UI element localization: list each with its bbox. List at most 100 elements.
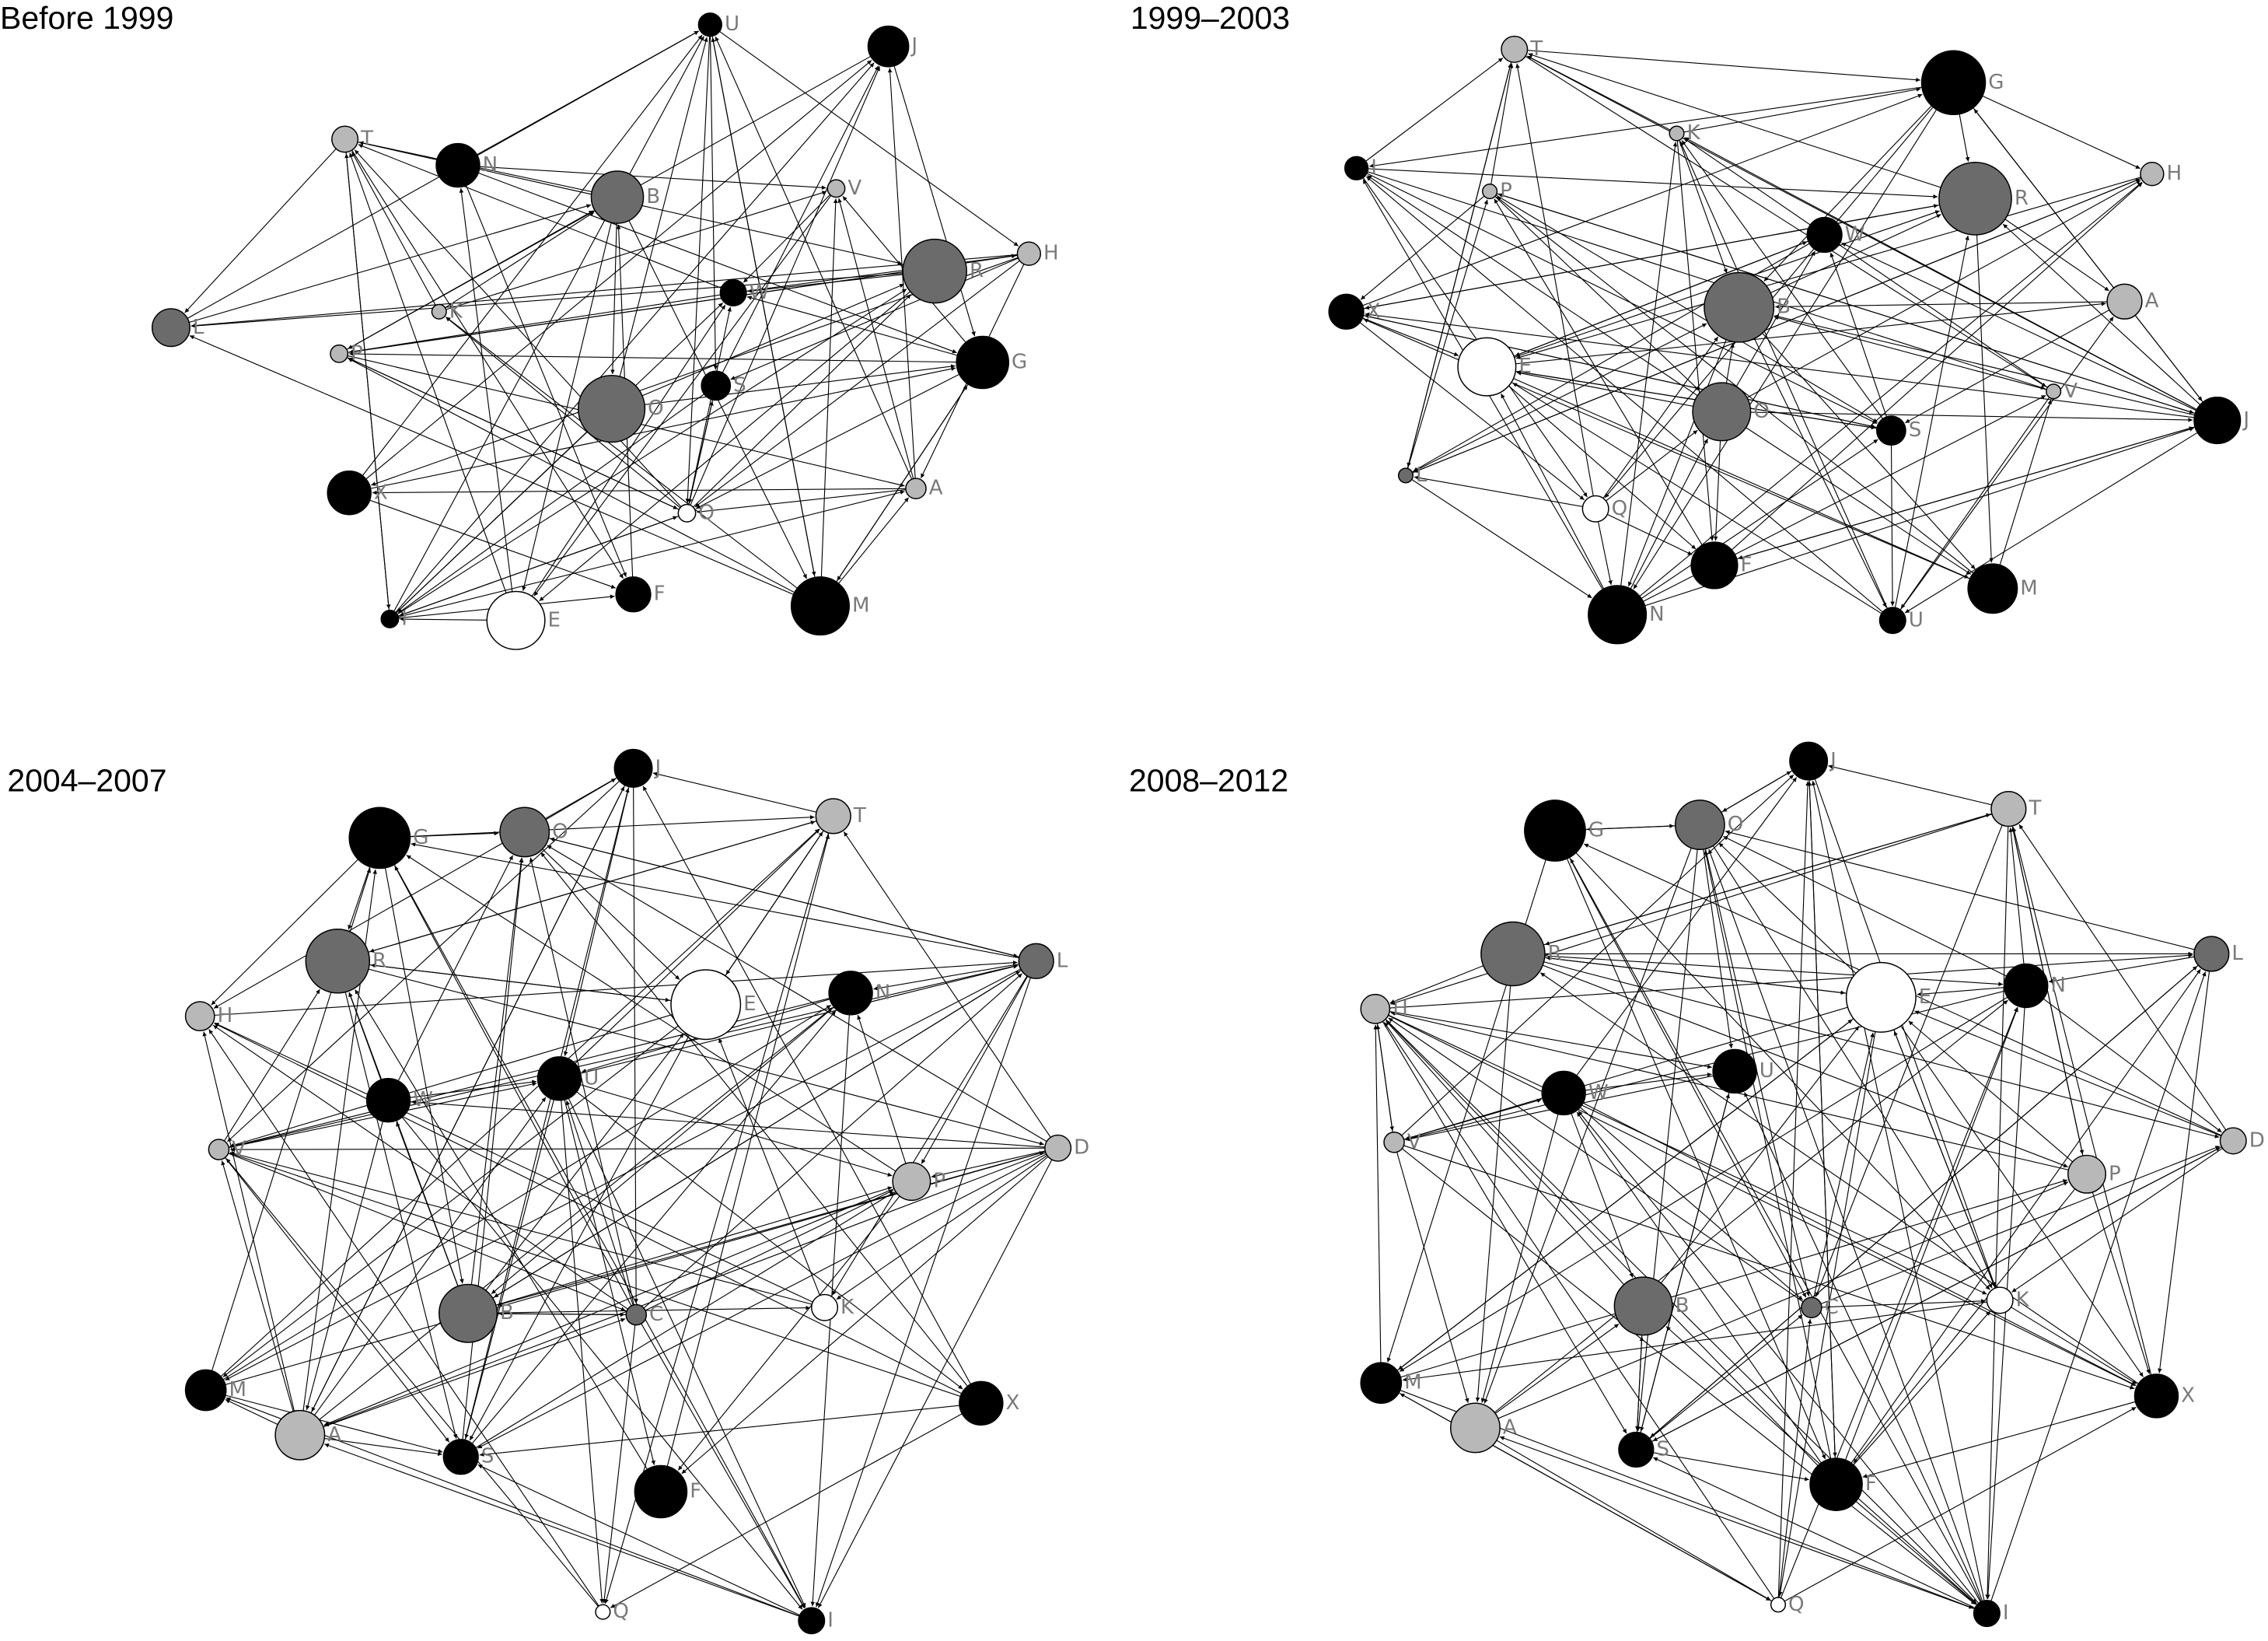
edge bbox=[1383, 1021, 1779, 1605]
edge bbox=[1489, 191, 1700, 391]
edge bbox=[1578, 1111, 1987, 1614]
edge bbox=[1841, 242, 2218, 422]
edge bbox=[1375, 1008, 2137, 1387]
edge bbox=[711, 37, 821, 607]
node-label: F bbox=[1741, 553, 1753, 576]
edge bbox=[1487, 366, 1969, 579]
edge bbox=[1480, 1093, 1564, 1403]
edge bbox=[1699, 824, 1810, 1296]
edge bbox=[184, 138, 346, 313]
node-label: N bbox=[875, 981, 891, 1004]
edge bbox=[457, 165, 627, 578]
node bbox=[1018, 943, 1054, 979]
edge bbox=[652, 772, 833, 817]
edge bbox=[348, 34, 703, 494]
edge bbox=[1905, 301, 2125, 424]
node-label: R bbox=[970, 259, 984, 282]
panel-title: 1999–2003 bbox=[1131, 0, 1290, 36]
edge bbox=[681, 1147, 1059, 1475]
edge bbox=[446, 317, 687, 514]
edge bbox=[208, 1029, 603, 1613]
node bbox=[274, 1409, 326, 1461]
edge bbox=[189, 335, 821, 607]
node bbox=[1360, 993, 1391, 1024]
edge bbox=[202, 1031, 301, 1436]
edge bbox=[388, 855, 514, 1100]
edge bbox=[370, 963, 706, 1006]
node-label: B bbox=[646, 185, 660, 208]
node bbox=[1801, 1296, 1822, 1319]
edge bbox=[1811, 781, 1987, 1614]
edge bbox=[1365, 314, 1892, 432]
node bbox=[798, 1607, 826, 1635]
edge bbox=[635, 973, 1022, 1316]
node-label: A bbox=[929, 477, 943, 500]
node bbox=[634, 1464, 688, 1519]
edge bbox=[1836, 1310, 1991, 1485]
edge bbox=[491, 992, 851, 1295]
edge bbox=[1763, 82, 1954, 282]
edge bbox=[1676, 87, 1921, 135]
node bbox=[305, 929, 371, 994]
edge bbox=[1836, 1007, 2018, 1485]
edge bbox=[1616, 142, 1678, 615]
edge bbox=[349, 366, 956, 494]
edge bbox=[1616, 394, 2046, 615]
node bbox=[697, 12, 722, 37]
edge bbox=[1627, 306, 1740, 587]
edge bbox=[389, 36, 704, 620]
edge bbox=[2049, 953, 2212, 984]
edge bbox=[396, 1121, 469, 1314]
edge bbox=[324, 1443, 812, 1622]
edge bbox=[2025, 985, 2222, 1133]
edge bbox=[379, 815, 815, 838]
edge bbox=[2011, 827, 2158, 1397]
node-label: D bbox=[2249, 1128, 2265, 1152]
node bbox=[208, 1139, 230, 1160]
edge bbox=[1829, 252, 1892, 431]
edge bbox=[1390, 1011, 2088, 1175]
edge bbox=[1616, 438, 1708, 615]
node bbox=[2106, 283, 2143, 320]
node bbox=[486, 590, 546, 650]
node bbox=[499, 807, 550, 858]
edge bbox=[1616, 439, 1878, 615]
edge bbox=[1487, 241, 1808, 368]
node bbox=[1044, 1134, 1072, 1162]
edge bbox=[213, 768, 634, 1009]
edge bbox=[1366, 176, 1893, 621]
edges bbox=[170, 24, 2234, 1622]
node bbox=[1613, 1276, 1673, 1336]
node bbox=[1669, 125, 1685, 142]
node bbox=[1789, 741, 1829, 781]
edge bbox=[1381, 1179, 2068, 1384]
node-label: E bbox=[1518, 355, 1531, 378]
edge bbox=[351, 152, 440, 313]
edge bbox=[394, 866, 637, 1315]
node bbox=[184, 1369, 227, 1412]
node bbox=[867, 25, 910, 68]
edge bbox=[1892, 316, 2114, 621]
node bbox=[184, 1001, 215, 1032]
edge bbox=[1653, 1457, 1987, 1615]
node bbox=[1692, 382, 1752, 442]
node-label: M bbox=[2020, 576, 2038, 600]
edge bbox=[1494, 198, 1715, 566]
edge bbox=[1777, 1006, 2018, 1605]
edge bbox=[1636, 1146, 2221, 1450]
node-label: J bbox=[1829, 749, 1836, 772]
node bbox=[815, 798, 851, 834]
node-label: O bbox=[648, 397, 664, 420]
edge bbox=[1375, 1008, 1712, 1069]
edge bbox=[611, 37, 708, 409]
node-label: T bbox=[1529, 37, 1543, 61]
edge bbox=[1723, 835, 2026, 986]
edge bbox=[1635, 1336, 1644, 1450]
node bbox=[380, 609, 400, 628]
node bbox=[625, 1303, 648, 1326]
edge bbox=[1386, 1020, 1836, 1485]
edge bbox=[1356, 167, 1938, 199]
node-label: V bbox=[847, 177, 861, 200]
edge bbox=[337, 960, 1044, 1146]
edge bbox=[563, 768, 634, 1056]
